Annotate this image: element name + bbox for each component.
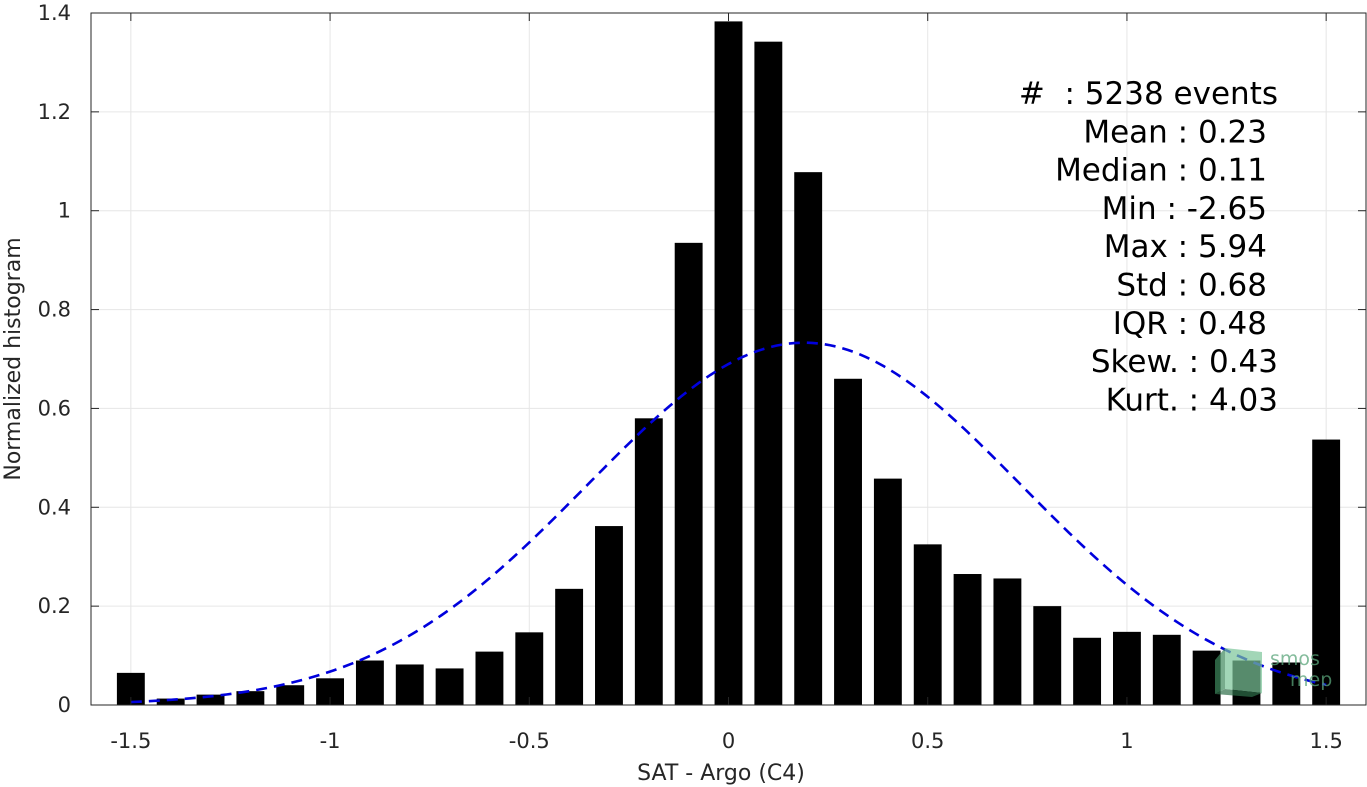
histogram-bar [196,694,225,705]
x-tick-label: -1.5 [110,729,151,753]
y-tick-label: 0.4 [38,495,71,519]
y-tick-label: 0 [58,693,71,717]
y-tick-label: 0.2 [38,594,71,618]
histogram-bar [1073,637,1102,705]
histogram-bar [1312,439,1341,705]
histogram-bar [913,544,942,705]
histogram-bar [953,574,982,705]
histogram-bar [236,691,265,705]
histogram-bar [674,242,703,706]
histogram-bar [515,632,544,705]
cube-icon [1215,648,1262,697]
histogram-bar [634,418,663,705]
stats-line: Mean : 0.23 [1083,114,1267,150]
histogram-bar [595,526,623,705]
axes-frame [90,12,1367,706]
histogram-bar [435,668,464,705]
y-tick-labels: 0 0.2 0.4 0.6 0.8 1 1.2 1.4 [38,1,71,717]
y-tick-label: 1.4 [38,1,71,25]
x-tick-labels: -1.5 -1 -0.5 0 0.5 1 1.5 [110,729,1343,753]
x-tick-label: 0.5 [911,729,944,753]
histogram-bar [156,698,185,705]
histogram-bar [475,651,504,705]
logo-text-line1: smos [1270,648,1320,670]
histogram-bar [834,378,862,705]
stats-line: Skew. : 0.43 [1091,344,1278,380]
histogram-bar [1152,634,1181,705]
histogram-bar [873,478,902,705]
histogram-bar [1272,662,1301,705]
histogram-bar [794,172,823,705]
histogram-bar [1033,606,1062,705]
stats-line: Kurt. : 4.03 [1106,382,1278,418]
smos-mep-logo: smos mep [1215,648,1332,697]
histogram-bar [555,588,584,705]
stats-line: Median : 0.11 [1055,153,1267,189]
logo-text-line2: mep [1290,669,1332,691]
stats-line: Std : 0.68 [1116,268,1267,304]
y-tick-label: 0.8 [38,298,71,322]
x-tick-label: 0 [722,729,735,753]
y-tick-label: 1.2 [38,100,71,124]
stats-line: Min : -2.65 [1102,191,1267,227]
histogram-bars [116,21,1341,706]
y-axis-label: Normalized histogram [1,237,26,480]
x-tick-label: -0.5 [509,729,550,753]
stats-line: # : 5238 events [1019,76,1278,112]
histogram-bar [355,660,384,705]
histogram-bar [754,41,783,705]
y-tick-label: 1 [58,199,71,223]
y-tick-label: 0.6 [38,396,71,420]
histogram-bar [276,685,305,705]
x-axis-label: SAT - Argo (C4) [637,761,805,786]
histogram-bar [1112,631,1141,705]
stats-line: IQR : 0.48 [1113,306,1267,342]
stats-line: Max : 5.94 [1104,229,1267,265]
x-tick-label: -1 [320,729,341,753]
histogram-bar [395,664,424,705]
x-tick-label: 1 [1120,729,1133,753]
histogram-bar [993,578,1022,705]
gaussian-fit-curve [130,341,1327,704]
x-tick-label: 1.5 [1309,729,1342,753]
